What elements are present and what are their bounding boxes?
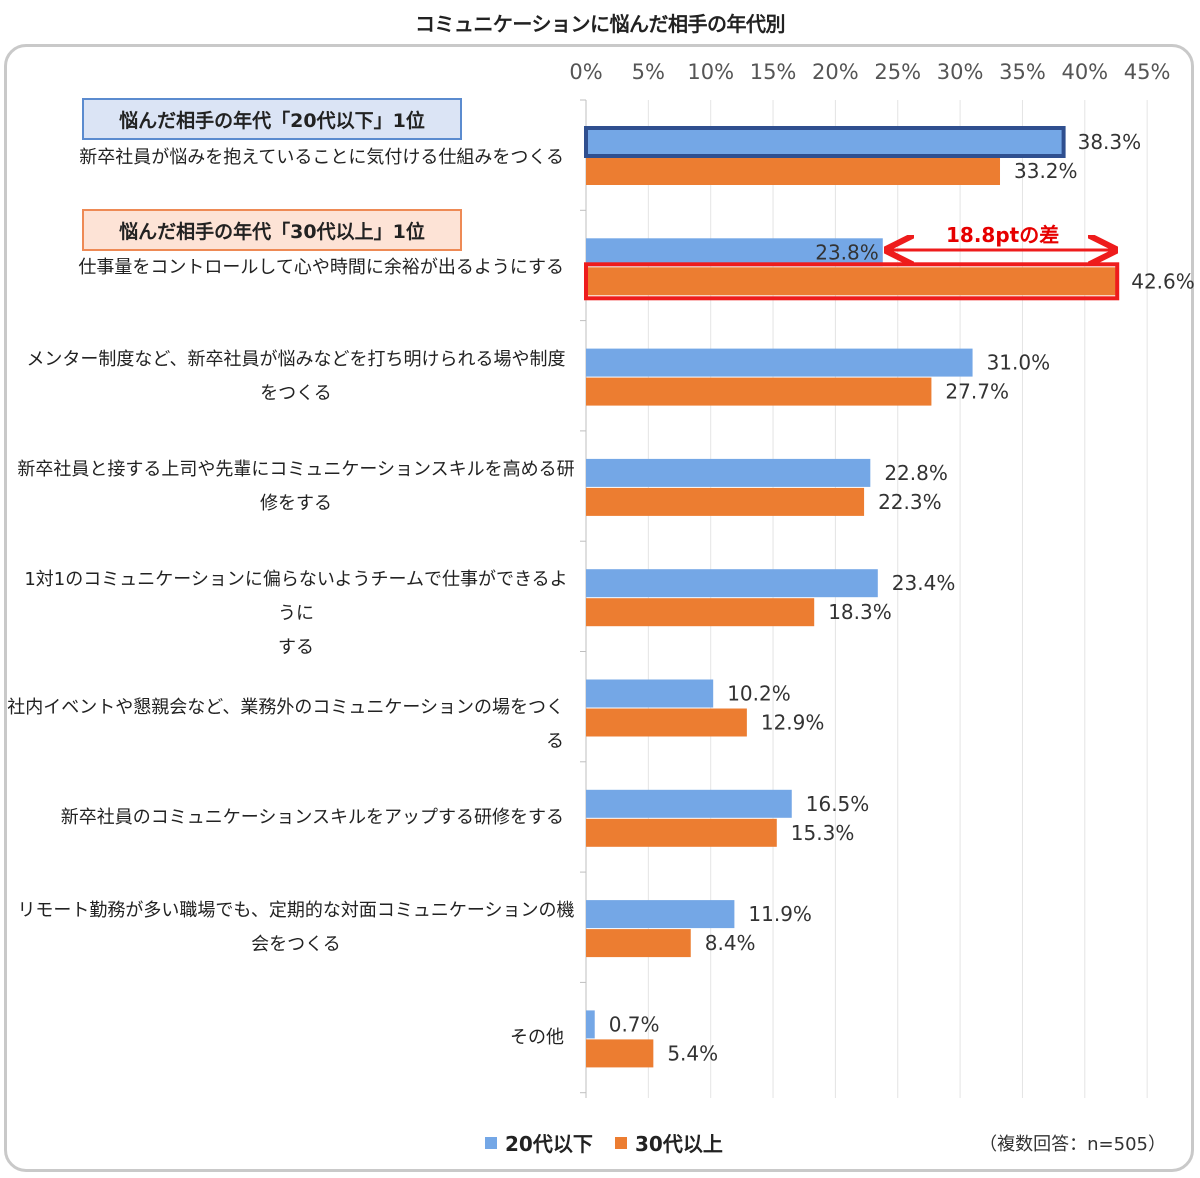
bar-30s — [586, 598, 815, 627]
legend-swatch-20s — [485, 1136, 497, 1149]
x-tick-label: 5% — [631, 60, 666, 84]
legend-label-30s: 30代以上 — [635, 1132, 723, 1156]
category-label: 新卒社員と接する上司や先輩にコミュニケーションスキルを高める研 修をする — [17, 458, 575, 514]
value-label-30s: 5.4% — [667, 1041, 718, 1065]
bar-30s — [586, 818, 777, 847]
category-label: 新卒社員のコミュニケーションスキルをアップする研修をする — [60, 806, 564, 828]
value-label-30s: 8.4% — [705, 931, 756, 955]
value-label-20s: 16.5% — [806, 792, 870, 816]
x-tick-label: 25% — [874, 60, 922, 84]
x-tick-label: 30% — [936, 60, 984, 84]
x-tick-label: 15% — [749, 60, 797, 84]
bar-20s — [586, 348, 973, 377]
badge-30s-first: 悩んだ相手の年代「30代以上」1位 — [82, 209, 462, 251]
bar-30s — [586, 929, 691, 958]
highlight-outline-30s — [584, 262, 1120, 301]
value-label-30s: 42.6% — [1131, 269, 1195, 293]
x-tick-label: 45% — [1123, 60, 1171, 84]
legend-item-30s: 30代以上 — [615, 1128, 723, 1157]
bar-30s — [586, 267, 1118, 296]
legend-item-20s: 20代以下 — [485, 1128, 593, 1157]
value-label-30s: 27.7% — [945, 380, 1009, 404]
chart-frame — [4, 44, 1194, 1172]
category-label: メンター制度など、新卒社員が悩みなどを打ち明けられる場や制度 をつくる — [26, 348, 566, 404]
bars — [584, 126, 1120, 1068]
value-label-30s: 15.3% — [791, 821, 855, 845]
value-label-30s: 12.9% — [761, 711, 825, 735]
bar-20s — [586, 1010, 595, 1039]
legend-swatch-30s — [615, 1136, 627, 1149]
bar-30s — [586, 377, 932, 406]
sample-note: （複数回答：n=505） — [979, 1134, 1166, 1155]
bar-30s — [586, 1039, 654, 1068]
bar-30s — [586, 708, 747, 737]
value-label-20s: 23.4% — [892, 571, 956, 595]
bar-20s — [586, 900, 735, 929]
x-tick-label: 10% — [687, 60, 735, 84]
x-tick-label: 40% — [1061, 60, 1109, 84]
value-label-30s: 33.2% — [1014, 159, 1078, 183]
legend-label-20s: 20代以下 — [505, 1132, 593, 1156]
value-label-20s: 38.3% — [1078, 130, 1142, 154]
highlight-outline-20s — [584, 126, 1066, 158]
value-label-30s: 18.3% — [828, 600, 892, 624]
bar-30s — [586, 487, 865, 516]
bar-20s — [586, 679, 714, 708]
difference-annotation: 18.8ptの差 — [946, 223, 1060, 247]
value-label-20s: 10.2% — [727, 682, 791, 706]
bar-20s — [586, 128, 1064, 156]
x-tick-label: 35% — [999, 60, 1046, 84]
badge-20s-first: 悩んだ相手の年代「20代以下」1位 — [82, 98, 462, 140]
category-label: 1対1のコミュニケーションに偏らないようチームで仕事ができるように する — [24, 569, 568, 659]
value-label-20s: 31.0% — [987, 351, 1051, 375]
bar-20s — [586, 238, 883, 267]
x-tick-label: 0% — [569, 60, 603, 84]
bar-20s — [586, 458, 871, 487]
category-label: その他 — [510, 1027, 564, 1049]
value-label-20s: 0.7% — [609, 1012, 660, 1036]
bar-30s — [586, 157, 1001, 185]
chart-title: コミュニケーションに悩んだ相手の年代別 — [414, 12, 786, 36]
value-label-20s: 11.9% — [748, 902, 812, 926]
category-label: 新卒社員が悩みを抱えていることに気付ける仕組みをつくる — [79, 147, 564, 168]
bar-20s — [586, 789, 792, 818]
value-labels: 38.3% 23.8% 31.0% 22.8% 23.4% 10.2% 16.5% 11.9%… — [609, 130, 1195, 1065]
x-tick-label: 20% — [812, 60, 859, 84]
value-label-20s: 23.8% — [815, 240, 879, 264]
value-label-30s: 22.3% — [878, 490, 942, 514]
bar-20s — [586, 569, 878, 598]
value-label-20s: 22.8% — [884, 461, 948, 485]
category-label: 社内イベントや懇親会など、業務外のコミュニケーションの場をつくる — [7, 696, 564, 752]
category-label: リモート勤務が多い職場でも、定期的な対面コミュニケーションの機 会をつくる — [17, 900, 575, 956]
category-label: 仕事量をコントロールして心や時間に余裕が出るようにする — [78, 257, 564, 278]
